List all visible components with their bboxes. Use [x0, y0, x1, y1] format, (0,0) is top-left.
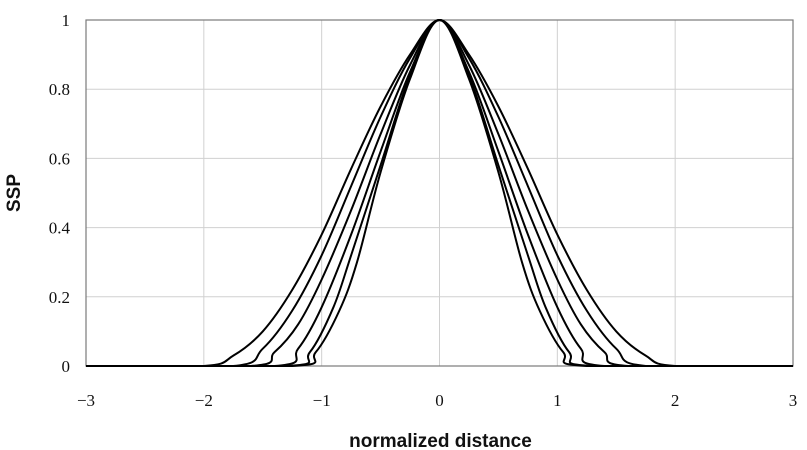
- curve-series-group: [86, 19, 793, 368]
- ssp-curve-6: [86, 19, 793, 368]
- y-tick-label: 0: [62, 357, 71, 376]
- x-tick-label: 0: [435, 391, 444, 410]
- grid-lines: [86, 20, 793, 366]
- x-tick-label: −3: [77, 391, 95, 410]
- y-tick-label: 0.2: [49, 288, 70, 307]
- x-axis-tick-labels: −3 −2 −1 0 1 2 3: [77, 391, 797, 410]
- x-axis-title: normalized distance: [349, 431, 532, 450]
- y-tick-label: 0.6: [49, 149, 70, 168]
- x-tick-label: −1: [313, 391, 331, 410]
- y-tick-label: 1: [62, 11, 71, 30]
- y-axis-title: SSP: [4, 174, 25, 212]
- x-tick-label: −2: [195, 391, 213, 410]
- y-axis-tick-labels: 0 0.2 0.4 0.6 0.8 1: [49, 11, 71, 376]
- x-tick-label: 2: [671, 391, 680, 410]
- x-tick-label: 1: [553, 391, 562, 410]
- y-tick-label: 0.8: [49, 80, 70, 99]
- x-tick-label: 3: [789, 391, 798, 410]
- y-tick-label: 0.4: [49, 219, 71, 238]
